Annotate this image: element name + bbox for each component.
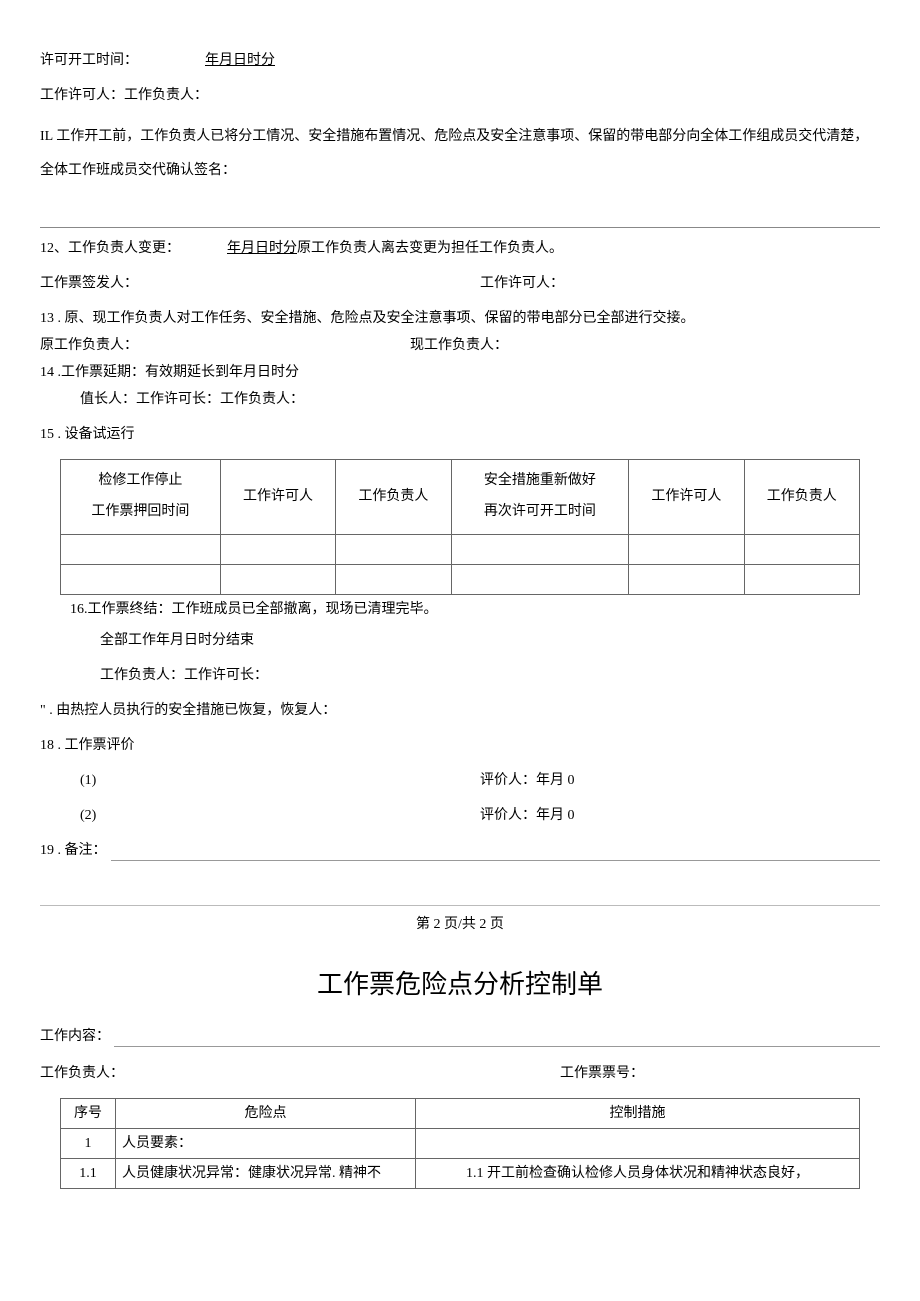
work-content-row: 工作内容： bbox=[40, 1026, 880, 1047]
item-13-row2: 原工作负责人： 现工作负责人： bbox=[40, 335, 880, 356]
item-13: 13 . 原、现工作负责人对工作任务、安全措施、危险点及安全注意事项、保留的带电… bbox=[40, 308, 880, 329]
eval-index: (2) bbox=[40, 805, 480, 826]
item-12-underline: 年月日时分 bbox=[227, 238, 297, 259]
eval-row: (2)评价人：年月 0 bbox=[40, 805, 880, 826]
remarks-blank[interactable] bbox=[111, 840, 881, 861]
ticket-issuer-label: 工作票签发人： bbox=[40, 273, 480, 294]
current-responsible-label: 现工作负责人： bbox=[410, 335, 508, 356]
ticket-number-label: 工作票票号： bbox=[560, 1063, 880, 1084]
item-16-l1: 16.工作票终结：工作班成员已全部撤离，现场已清理完毕。 bbox=[40, 599, 880, 620]
eval-person: 评价人：年月 0 bbox=[480, 770, 880, 791]
work-content-blank[interactable] bbox=[114, 1026, 880, 1047]
t1-header-cell: 工作许可人 bbox=[629, 460, 744, 535]
table-cell[interactable] bbox=[451, 564, 629, 594]
item-12-row2: 工作票签发人： 工作许可人： bbox=[40, 273, 880, 294]
responsible-person-label: 工作负责人： bbox=[40, 1063, 560, 1084]
t1-header-cell: 工作许可人 bbox=[220, 460, 335, 535]
item-16-l2: 全部工作年月日时分结束 bbox=[40, 630, 880, 651]
t2-h-risk: 危险点 bbox=[116, 1098, 416, 1128]
permit-time-label: 许可开工时间： bbox=[40, 53, 138, 68]
eval-index: (1) bbox=[40, 770, 480, 791]
table-row bbox=[61, 534, 860, 564]
item-12-suffix: 原工作负责人离去变更为担任工作负责人。 bbox=[297, 241, 563, 256]
doc-title: 工作票危险点分析控制单 bbox=[40, 965, 880, 1004]
work-content-label: 工作内容： bbox=[40, 1026, 110, 1047]
item-19-label: 19 . 备注： bbox=[40, 840, 107, 861]
table-cell[interactable] bbox=[629, 564, 744, 594]
t2-h-seq: 序号 bbox=[61, 1098, 116, 1128]
table-cell[interactable] bbox=[336, 534, 451, 564]
permit-time-value: 年月日时分 bbox=[205, 50, 275, 71]
work-permit-label: 工作许可人： bbox=[480, 273, 880, 294]
approvers-line: 工作许可人：工作负责人： bbox=[40, 85, 880, 106]
t1-header-cell: 工作负责人 bbox=[336, 460, 451, 535]
table-cell[interactable] bbox=[220, 564, 335, 594]
table-cell[interactable] bbox=[744, 564, 859, 594]
risk-point-cell: 人员要素： bbox=[116, 1128, 416, 1158]
t1-header-cell: 安全措施重新做好再次许可开工时间 bbox=[451, 460, 629, 535]
item-19: 19 . 备注： bbox=[40, 840, 880, 861]
eval-row: (1)评价人：年月 0 bbox=[40, 770, 880, 791]
item-12: 12、工作负责人变更： 年月日时分原工作负责人离去变更为担任工作负责人。 bbox=[40, 238, 880, 259]
table-cell[interactable] bbox=[629, 534, 744, 564]
control-measure-cell bbox=[416, 1128, 860, 1158]
table-row: 1人员要素： bbox=[61, 1128, 860, 1158]
item-14-l1: 14 .工作票延期：有效期延长到年月日时分 bbox=[40, 362, 880, 383]
item-14-l2: 值长人：工作许可长：工作负责人： bbox=[40, 389, 880, 410]
item-15: 15 . 设备试运行 bbox=[40, 424, 880, 445]
t2-h-ctrl: 控制措施 bbox=[416, 1098, 860, 1128]
table-row bbox=[61, 564, 860, 594]
divider-bottom bbox=[40, 905, 880, 906]
section-il: IL 工作开工前，工作负责人已将分工情况、安全措施布置情况、危险点及安全注意事项… bbox=[40, 120, 880, 187]
trial-run-table: 检修工作停止工作票押回时间工作许可人工作负责人安全措施重新做好再次许可开工时间工… bbox=[60, 459, 860, 595]
page-marker: 第 2 页/共 2 页 bbox=[40, 914, 880, 935]
t1-header-cell: 工作负责人 bbox=[744, 460, 859, 535]
t1-header-cell: 检修工作停止工作票押回时间 bbox=[61, 460, 221, 535]
risk-seq-cell: 1 bbox=[61, 1128, 116, 1158]
permit-time-line: 许可开工时间： 年月日时分 bbox=[40, 50, 880, 71]
item-17: " . 由热控人员执行的安全措施已恢复，恢复人： bbox=[40, 700, 880, 721]
risk-control-table: 序号 危险点 控制措施 1人员要素：1.1人员健康状况异常：健康状况异常. 精神… bbox=[60, 1098, 860, 1189]
item-16-l3: 工作负责人：工作许可长： bbox=[40, 665, 880, 686]
table-cell[interactable] bbox=[336, 564, 451, 594]
resp-ticket-row: 工作负责人： 工作票票号： bbox=[40, 1063, 880, 1084]
item-18: 18 . 工作票评价 bbox=[40, 735, 880, 756]
table-cell[interactable] bbox=[744, 534, 859, 564]
risk-seq-cell: 1.1 bbox=[61, 1158, 116, 1188]
risk-point-cell: 人员健康状况异常：健康状况异常. 精神不 bbox=[116, 1158, 416, 1188]
eval-person: 评价人：年月 0 bbox=[480, 805, 880, 826]
table-cell[interactable] bbox=[451, 534, 629, 564]
divider-1 bbox=[40, 227, 880, 228]
item-12-prefix: 12、工作负责人变更： bbox=[40, 241, 180, 256]
control-measure-cell: 1.1 开工前检查确认检修人员身体状况和精神状态良好， bbox=[416, 1158, 860, 1188]
table-cell[interactable] bbox=[61, 564, 221, 594]
table-cell[interactable] bbox=[61, 534, 221, 564]
table-cell[interactable] bbox=[220, 534, 335, 564]
table-row: 1.1人员健康状况异常：健康状况异常. 精神不1.1 开工前检查确认检修人员身体… bbox=[61, 1158, 860, 1188]
orig-responsible-label: 原工作负责人： bbox=[40, 335, 410, 356]
